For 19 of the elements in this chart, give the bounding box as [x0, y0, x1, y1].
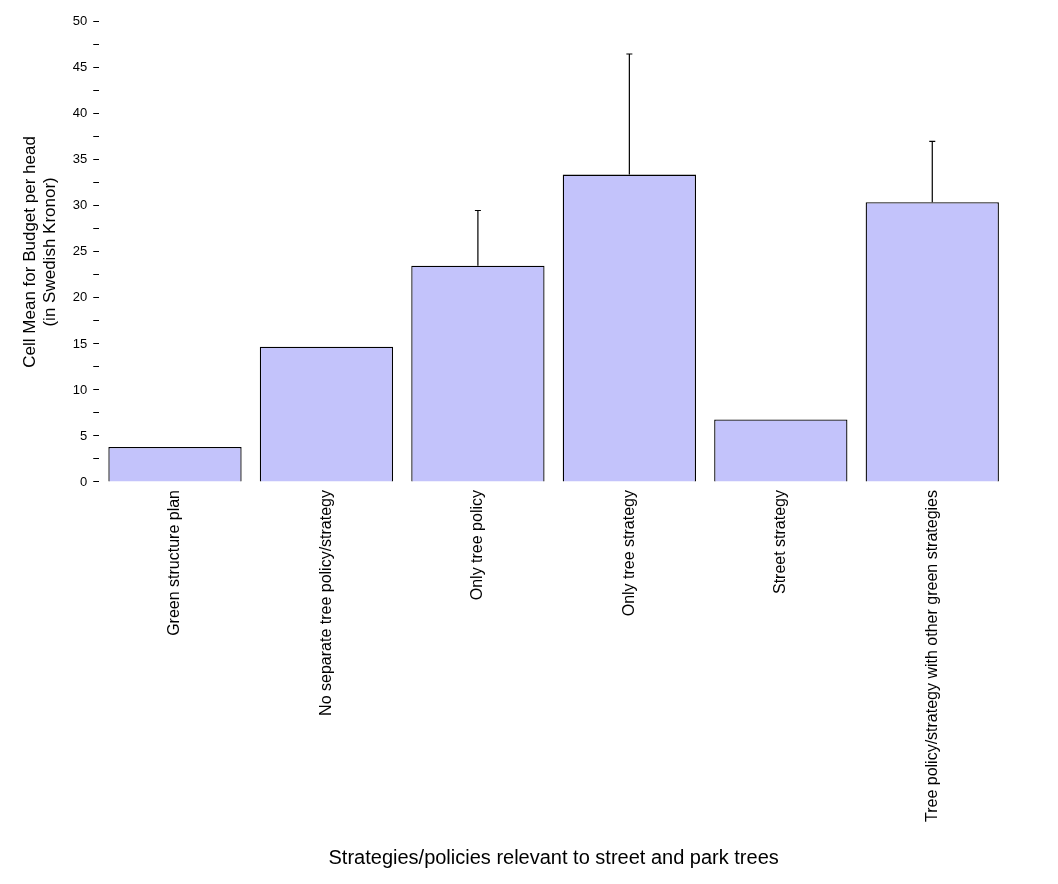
x-tick-label: Street strategy [771, 489, 789, 595]
y-tick-label: 0 [80, 473, 88, 489]
x-tick-label: No separate tree policy/strategy [316, 489, 334, 716]
x-tick-label: Green structure plan [165, 489, 183, 636]
y-tick-label: 10 [72, 381, 88, 397]
y-tick-label: 45 [72, 59, 88, 75]
x-axis-title: Strategies/policies relevant to street and park trees [328, 845, 779, 868]
y-tick-label: 50 [72, 13, 88, 29]
x-tick-label: Only tree strategy [619, 489, 637, 617]
x-tick-label: Only tree policy [468, 489, 486, 601]
y-axis-title: Cell Mean for Budget per head (in Swedish Kronor) [19, 136, 60, 368]
y-tick-label: 30 [72, 197, 88, 213]
y-tick-label: 5 [80, 427, 88, 443]
y-tick-label: 25 [72, 243, 88, 259]
x-tick-label: Tree policy/strategy with other green strategies [922, 489, 940, 823]
y-tick-label: 40 [72, 105, 88, 121]
y-tick-label: 35 [72, 151, 88, 167]
y-tick-label: 15 [72, 335, 88, 351]
y-tick-label: 20 [72, 289, 88, 305]
